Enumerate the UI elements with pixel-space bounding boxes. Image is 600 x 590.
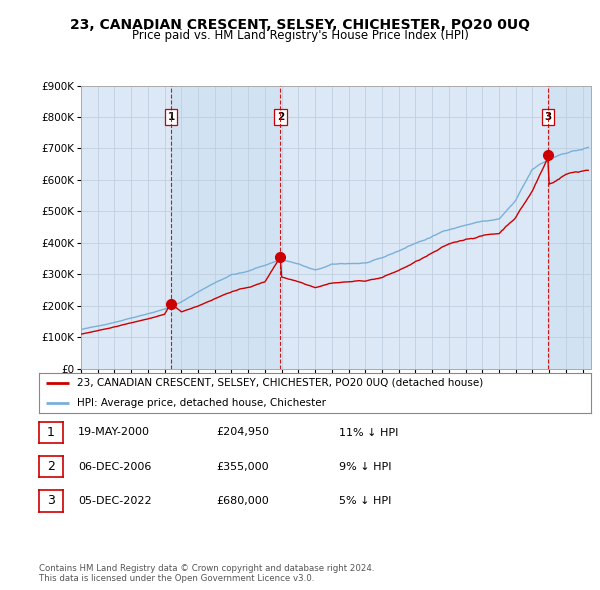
Text: HPI: Average price, detached house, Chichester: HPI: Average price, detached house, Chic… — [77, 398, 326, 408]
Text: Price paid vs. HM Land Registry's House Price Index (HPI): Price paid vs. HM Land Registry's House … — [131, 30, 469, 42]
Text: 2: 2 — [47, 460, 55, 473]
Text: 3: 3 — [47, 494, 55, 507]
Text: 9% ↓ HPI: 9% ↓ HPI — [339, 462, 391, 471]
Text: 23, CANADIAN CRESCENT, SELSEY, CHICHESTER, PO20 0UQ: 23, CANADIAN CRESCENT, SELSEY, CHICHESTE… — [70, 18, 530, 32]
Text: 11% ↓ HPI: 11% ↓ HPI — [339, 428, 398, 437]
Text: 3: 3 — [544, 112, 551, 122]
Text: 19-MAY-2000: 19-MAY-2000 — [78, 428, 150, 437]
Text: Contains HM Land Registry data © Crown copyright and database right 2024.
This d: Contains HM Land Registry data © Crown c… — [39, 563, 374, 583]
Text: £680,000: £680,000 — [216, 496, 269, 506]
Bar — [548, 86, 591, 369]
Text: 1: 1 — [47, 426, 55, 439]
Text: £355,000: £355,000 — [216, 462, 269, 471]
Text: 5% ↓ HPI: 5% ↓ HPI — [339, 496, 391, 506]
Bar — [171, 86, 280, 369]
Text: £204,950: £204,950 — [216, 428, 269, 437]
Text: 1: 1 — [167, 112, 175, 122]
Text: 06-DEC-2006: 06-DEC-2006 — [78, 462, 151, 471]
Text: 2: 2 — [277, 112, 284, 122]
Text: 23, CANADIAN CRESCENT, SELSEY, CHICHESTER, PO20 0UQ (detached house): 23, CANADIAN CRESCENT, SELSEY, CHICHESTE… — [77, 378, 483, 388]
Text: 05-DEC-2022: 05-DEC-2022 — [78, 496, 152, 506]
